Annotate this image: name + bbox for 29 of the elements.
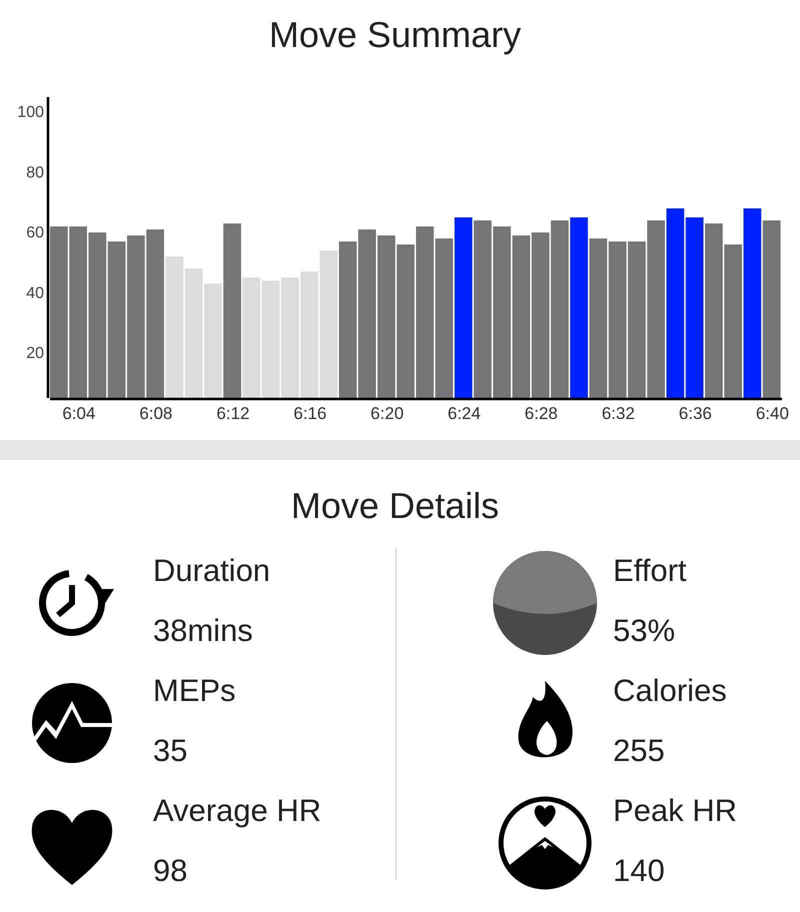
text: 98 bbox=[153, 853, 188, 888]
text: Move Details bbox=[290, 485, 500, 526]
y-tick-label: 100 bbox=[17, 104, 44, 122]
x-tick-label: 6:36 bbox=[678, 404, 712, 424]
text: 53% bbox=[613, 613, 676, 648]
y-tick-label: 40 bbox=[26, 284, 44, 302]
y-tick-label: 20 bbox=[26, 344, 44, 362]
y-tick-label: 60 bbox=[26, 224, 44, 242]
text: 35 bbox=[153, 733, 188, 768]
x-tick-label: 6:40 bbox=[756, 404, 789, 424]
y-tick-label: 80 bbox=[26, 164, 44, 182]
x-tick-label: 6:32 bbox=[602, 404, 635, 424]
x-tick-label: 6:12 bbox=[216, 404, 250, 424]
x-tick-label: 6:16 bbox=[294, 404, 327, 424]
x-tick-label: 6:20 bbox=[370, 404, 404, 424]
chart-title: Move Summary bbox=[268, 14, 522, 55]
text: 255 bbox=[613, 733, 665, 768]
x-tick-label: 6:24 bbox=[448, 404, 481, 424]
x-tick-label: 6:04 bbox=[62, 404, 96, 424]
text: Peak HR bbox=[613, 793, 738, 828]
text: Average HR bbox=[153, 793, 322, 828]
text: 38mins bbox=[153, 613, 253, 648]
text: Duration bbox=[153, 553, 270, 588]
x-tick-label: 6:28 bbox=[524, 404, 558, 424]
text: MEPs bbox=[153, 673, 236, 708]
x-tick-label: 6:08 bbox=[139, 404, 172, 424]
text: Effort bbox=[613, 553, 687, 588]
text: 140 bbox=[613, 853, 665, 888]
text: Calories bbox=[613, 673, 727, 708]
